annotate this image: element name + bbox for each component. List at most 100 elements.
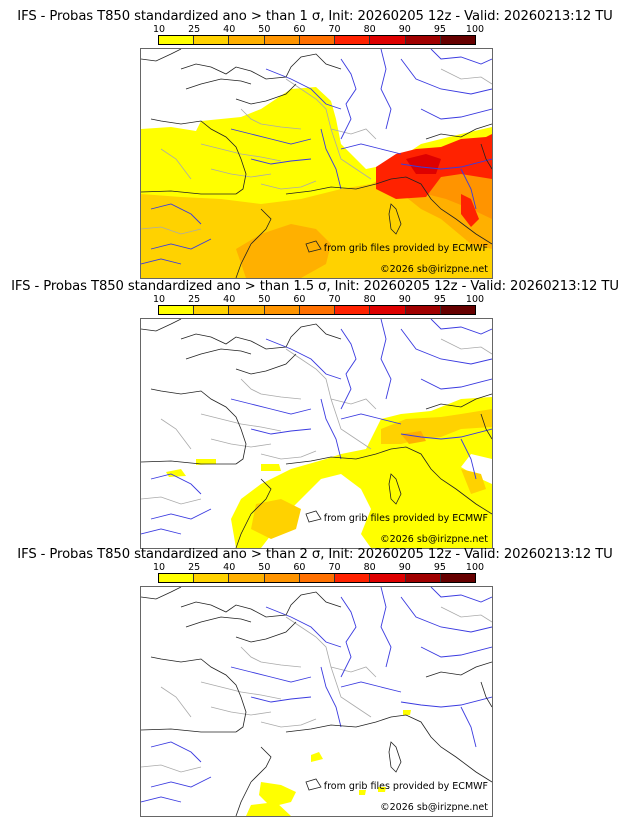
copyright-credit: ©2026 sb@irizpne.net [380,264,488,275]
colorbar-segment [229,306,265,314]
border-line [160,686,192,718]
river-line [340,328,357,410]
colorbar-segment [405,306,441,314]
colorbar-tick-label: 95 [433,24,446,35]
colorbar-tick-label: 80 [363,562,376,573]
river-line [420,108,492,120]
probability-area [378,787,386,792]
colorbar-tick-label: 25 [188,294,201,305]
coastline [141,728,236,733]
probability-area [461,469,486,494]
colorbar-segment [264,306,300,314]
river-line [265,68,342,110]
probability-area [259,782,296,807]
probability-area [251,499,301,539]
river-line [380,587,392,668]
border-line [335,681,372,718]
border-line [285,78,337,145]
probability-area [461,194,479,227]
border-line [240,108,302,130]
border-line [440,338,492,355]
admin-borders [141,338,492,505]
colorbar-segment [159,574,195,582]
probability-area [261,464,281,471]
river-line [150,741,202,763]
coastline [141,49,182,62]
border-line [200,143,282,162]
colorbar-tick-label: 90 [398,24,411,35]
border-line [260,180,317,190]
panel-title: IFS - Probas T850 standardized ano > tha… [11,279,619,294]
river-line [265,606,342,648]
probability-area [311,752,323,762]
river-line [141,796,182,803]
copyright-credit: ©2026 sb@irizpne.net [380,802,488,813]
colorbar-tick-label: 95 [433,562,446,573]
coastline [185,78,252,90]
coastline [150,388,247,465]
colorbar-tick-label: 50 [258,24,271,35]
river-line [380,319,392,400]
river-line [400,328,492,365]
colorbar-segment [440,36,475,44]
river-line [320,128,342,190]
admin-borders [141,606,492,773]
colorbar-tick-label: 50 [258,294,271,305]
river-line [460,438,477,480]
copyright-credit: ©2026 sb@irizpne.net [380,534,488,545]
border-line [440,68,492,85]
probability-area [401,431,426,444]
river-line [400,696,492,708]
river-line [265,338,342,380]
coastline [480,681,492,708]
colorbar-segment [264,574,300,582]
coastline [235,353,297,375]
colorbar-tick-label: 80 [363,24,376,35]
coastline [180,591,342,618]
coastline [425,393,492,410]
colorbar-tick-label: 10 [152,562,166,573]
border-line [285,348,337,415]
river-line [230,666,312,683]
coastline [388,473,402,505]
colorbar-tick-label: 70 [328,562,341,573]
river-line [400,428,492,440]
border-line [440,606,492,623]
coastline [250,746,272,783]
coastlines [141,319,492,548]
river-line [250,696,312,703]
river-line [400,596,492,633]
colorbar-segment [194,574,230,582]
colorbar-segment [335,36,371,44]
colorbar-tick-label: 10 [152,294,166,305]
colorbar-segment [335,574,371,582]
river-line [420,646,492,658]
coastline [305,240,322,253]
coastlines [141,49,492,278]
coastline [235,621,297,643]
colorbar-segment [405,36,441,44]
colorbar-tick-label: 50 [258,562,271,573]
river-line [340,413,402,425]
coastline [425,123,492,140]
border-line [210,438,272,448]
border-line [330,128,377,140]
river-line [150,473,202,495]
river-line [430,587,492,603]
panel-1.5sigma: IFS - Probas T850 standardized ano > tha… [0,270,630,549]
colorbar-tick-label: 25 [188,24,201,35]
river-line [460,706,477,748]
border-line [260,718,317,728]
colorbar-tick-label: 70 [328,294,341,305]
river-line [430,49,492,65]
colorbar-tick-label: 100 [465,294,485,305]
colorbar [158,35,476,45]
colorbar-segment [335,306,371,314]
border-line [160,148,192,180]
river-line [230,398,312,415]
source-credit: from grib files provided by ECMWF [323,781,488,792]
colorbar-segment [370,574,406,582]
colorbar-tick-label: 80 [363,294,376,305]
coastline [305,510,322,523]
coastline [425,661,492,678]
